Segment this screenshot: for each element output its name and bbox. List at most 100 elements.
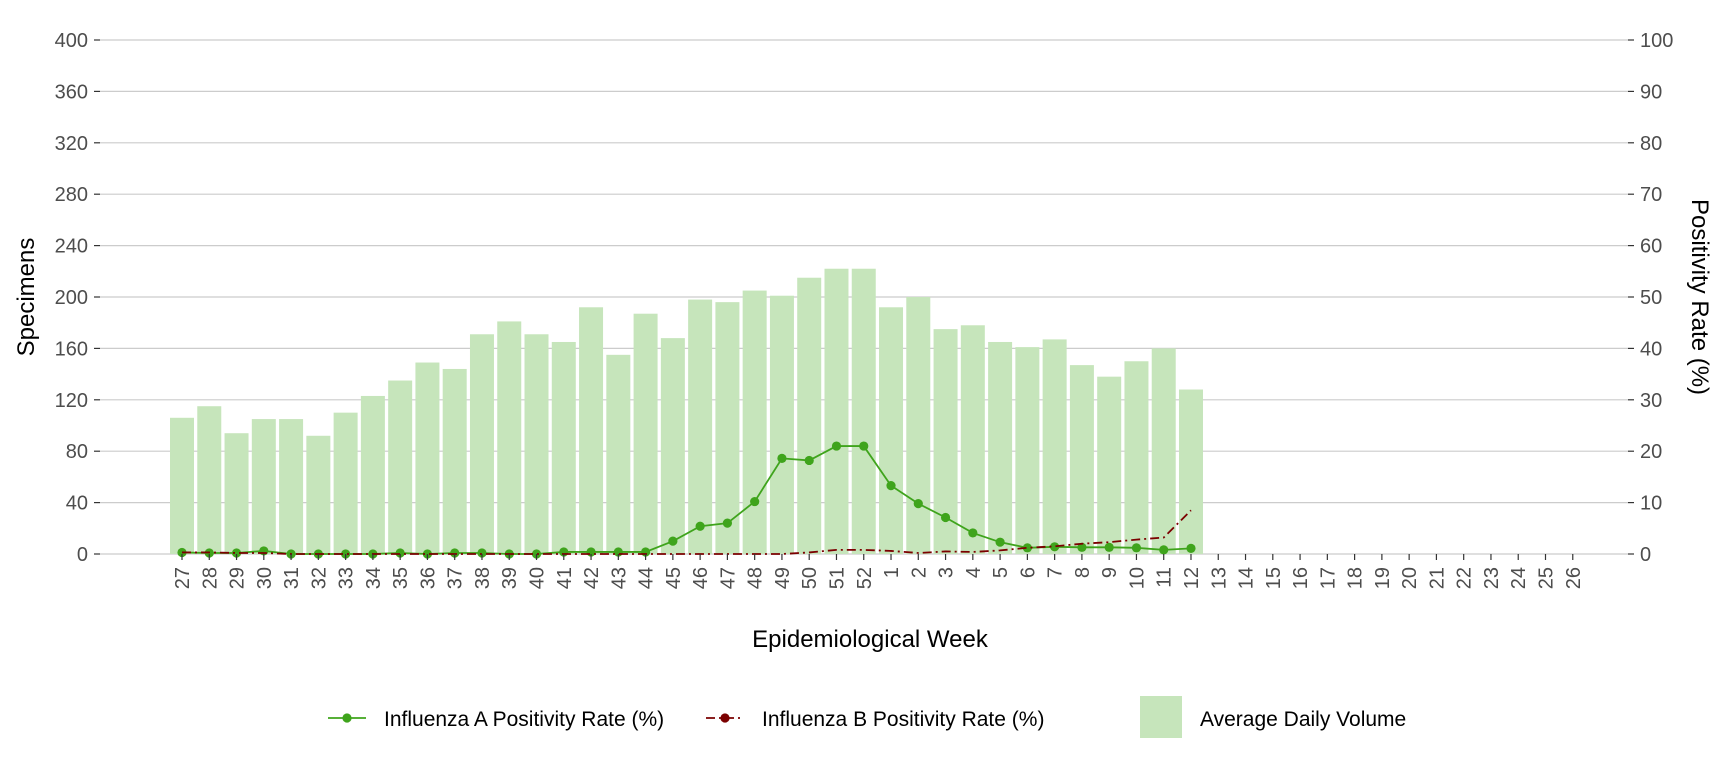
bar-week-31 [279, 419, 304, 554]
x-tick-label: 7 [1045, 567, 1067, 578]
influenza-a-positivity-rate-point [668, 536, 678, 546]
y2-tick-label: 100 [1640, 30, 1673, 52]
y2-tick-label: 70 [1640, 184, 1662, 206]
influenza-a-positivity-rate-point [831, 441, 842, 451]
y-tick-label: 0 [77, 544, 88, 566]
influenza-a-positivity-rate-point [1131, 543, 1142, 553]
y2-tick-label: 20 [1640, 441, 1662, 463]
x-tick-label: 8 [1072, 567, 1094, 578]
influenza-a-positivity-rate-point [1050, 542, 1060, 552]
y2-tick-label: 60 [1640, 236, 1662, 258]
x-tick-label: 41 [554, 567, 576, 589]
bar-week-34 [360, 395, 385, 554]
y2-tick-label: 80 [1640, 133, 1662, 155]
influenza-a-positivity-rate-point [695, 521, 705, 531]
bars [170, 268, 1203, 554]
bar-week-50 [797, 277, 822, 554]
legend-item: Average Daily Volume [1140, 696, 1406, 738]
x-tick-label: 36 [417, 567, 439, 589]
legend-label: Average Daily Volume [1200, 708, 1406, 731]
x-tick-label: 1 [881, 567, 903, 578]
legend-label: Influenza A Positivity Rate (%) [384, 708, 664, 731]
bar-week-37 [442, 368, 467, 554]
influenza-a-positivity-rate-point [450, 548, 460, 558]
bar-week-28 [197, 406, 222, 554]
influenza-b-positivity-rate-line [182, 509, 1192, 555]
x-tick-label: 27 [172, 567, 194, 589]
x-tick-label: 15 [1263, 567, 1285, 589]
bar-week-9 [1097, 376, 1122, 554]
x-tick-label: 14 [1236, 567, 1258, 589]
bar-week-49 [769, 295, 794, 554]
legend-point-symbol [720, 713, 730, 723]
bar-week-48 [742, 290, 767, 554]
bar-week-7 [1042, 339, 1067, 554]
x-tick-label: 25 [1536, 567, 1558, 589]
bar-week-43 [606, 354, 631, 554]
y-tick-label: 320 [55, 133, 88, 155]
x-tick-label: 21 [1426, 567, 1448, 589]
y-tick-label: 400 [55, 30, 88, 52]
x-tick-label: 32 [308, 567, 330, 589]
x-tick-label: 48 [745, 567, 767, 589]
x-tick-label: 24 [1508, 567, 1530, 589]
legend-swatch [1140, 696, 1182, 738]
bar-week-12 [1178, 389, 1203, 554]
x-tick-label: 9 [1099, 567, 1121, 578]
x-tick-label: 20 [1399, 567, 1421, 589]
x-tick-label: 46 [690, 567, 712, 589]
x-tick-label: 4 [963, 567, 985, 578]
influenza-a-positivity-rate-point [1186, 543, 1196, 553]
influenza-a-positivity-rate-point [1022, 543, 1032, 553]
x-tick-label: 35 [390, 567, 412, 589]
bar-week-36 [415, 362, 440, 554]
influenza-a-positivity-rate-point [1159, 545, 1169, 555]
influenza-a-positivity-rate-point [995, 537, 1005, 547]
legend-item: Influenza A Positivity Rate (%) [328, 708, 664, 731]
x-tick-label: 30 [254, 567, 276, 589]
x-tick-label: 17 [1317, 567, 1339, 589]
influenza-a-positivity-rate-point [395, 548, 405, 558]
y2-tick-label: 0 [1640, 544, 1651, 566]
legend-item: Influenza B Positivity Rate (%) [706, 708, 1044, 731]
bar-week-6 [1015, 347, 1040, 554]
influenza-a-positivity-rate-point [722, 518, 733, 528]
influenza-a-positivity-rate-point [477, 548, 487, 558]
x-tick-label: 23 [1481, 567, 1503, 589]
x-tick-label: 51 [826, 567, 848, 589]
influenza-a-positivity-rate-point [913, 499, 923, 509]
x-tick-label: 3 [936, 567, 958, 578]
bar-week-1 [879, 307, 904, 554]
y-tick-label: 160 [55, 338, 88, 360]
bar-week-27 [170, 417, 194, 554]
influenza-a-positivity-rate-point [859, 441, 869, 451]
x-tick-label: 34 [363, 567, 385, 589]
bar-week-52 [851, 268, 876, 554]
bar-week-44 [633, 313, 658, 554]
x-tick-label: 45 [663, 567, 685, 589]
bar-week-39 [497, 321, 522, 554]
influenza-a-positivity-rate-point [886, 481, 896, 491]
x-tick-label: 50 [799, 567, 821, 589]
legend-label: Influenza B Positivity Rate (%) [762, 708, 1044, 731]
x-tick-label: 12 [1181, 567, 1203, 589]
x-tick-label: 11 [1154, 567, 1176, 588]
x-tick-label: 31 [281, 567, 303, 589]
y-tick-label: 280 [55, 184, 88, 206]
bar-week-40 [524, 334, 549, 554]
legend-point-symbol [342, 713, 352, 723]
y2-tick-label: 30 [1640, 390, 1662, 412]
series-lines [177, 441, 1196, 559]
x-tick-label: 52 [854, 567, 876, 589]
y2-tick-label: 50 [1640, 287, 1662, 309]
y2-tick-label: 10 [1640, 493, 1662, 515]
x-tick-label: 44 [636, 567, 658, 589]
bar-week-29 [224, 433, 249, 554]
x-axis-title: Epidemiological Week [752, 626, 989, 653]
bar-week-41 [551, 341, 576, 554]
y-tick-label: 80 [66, 441, 88, 463]
x-tick-label: 38 [472, 567, 494, 589]
x-tick-label: 13 [1208, 567, 1230, 589]
bar-week-46 [688, 299, 713, 554]
